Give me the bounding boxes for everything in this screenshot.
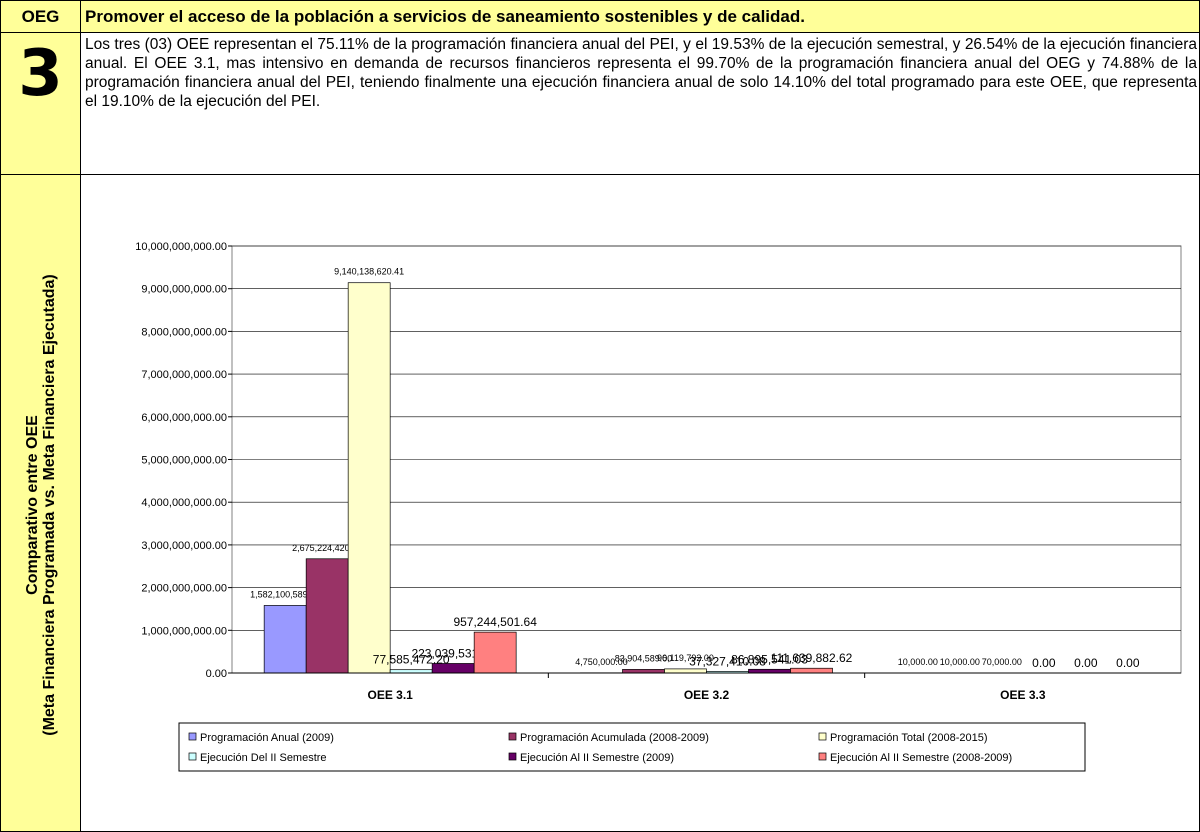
section-text: Los tres (03) OEE representan el 75.11% … bbox=[80, 32, 1200, 175]
chart-label-cell: Comparativo entre OEE (Meta Financiera P… bbox=[0, 174, 81, 832]
y-tick-label: 6,000,000,000.00 bbox=[141, 412, 227, 424]
y-tick-label: 0.00 bbox=[206, 668, 227, 680]
legend-label: Ejecución Al II Semestre (2009) bbox=[520, 752, 674, 764]
chart-cell: 0.00 1,000,000,000.00 2,000,000,000.00 3,00… bbox=[80, 174, 1200, 832]
legend-label: Programación Acumulada (2008-2009) bbox=[520, 732, 709, 744]
data-label: 9,140,138,620.41 bbox=[334, 267, 404, 277]
data-label: 0.00 bbox=[1074, 656, 1098, 670]
oeg-title: Promover el acceso de la población a ser… bbox=[80, 0, 1200, 33]
y-tick-label: 9,000,000,000.00 bbox=[141, 284, 227, 296]
bar bbox=[263, 605, 307, 674]
data-label: 83,904,589.00 bbox=[615, 653, 673, 663]
data-label: 957,244,501.64 bbox=[453, 615, 537, 629]
legend-label: Ejecución Al II Semestre (2008-2009) bbox=[830, 752, 1012, 764]
data-label: 10,000.00 bbox=[940, 657, 980, 667]
bar bbox=[347, 282, 391, 674]
legend-label: Ejecución Del II Semestre bbox=[200, 752, 327, 764]
legend-box bbox=[178, 722, 1086, 772]
data-label: 86,895,541.03 bbox=[731, 652, 808, 666]
legend-swatch bbox=[188, 752, 197, 761]
bar bbox=[473, 631, 517, 674]
data-label: 0.00 bbox=[1032, 656, 1056, 670]
data-label: 2,675,224,420.98 bbox=[292, 543, 362, 553]
chart: 0.00 1,000,000,000.00 2,000,000,000.00 3,00… bbox=[135, 241, 1182, 772]
oeg-label: OEG bbox=[0, 0, 81, 33]
bar bbox=[664, 668, 707, 674]
y-tick-label: 10,000,000,000.00 bbox=[135, 241, 227, 253]
data-label: 77,585,472.20 bbox=[373, 653, 450, 667]
y-tick-label: 5,000,000,000.00 bbox=[141, 455, 227, 467]
section-number: 3 bbox=[0, 32, 81, 175]
legend-label: Programación Anual (2009) bbox=[200, 732, 334, 744]
y-tick-label: 4,000,000,000.00 bbox=[141, 497, 227, 509]
y-tick-label: 8,000,000,000.00 bbox=[141, 326, 227, 338]
legend-swatch bbox=[818, 732, 827, 741]
y-tick-label: 3,000,000,000.00 bbox=[141, 540, 227, 552]
bar bbox=[790, 667, 833, 674]
y-tick-label: 1,000,000,000.00 bbox=[141, 625, 227, 637]
y-tick-label: 7,000,000,000.00 bbox=[141, 369, 227, 381]
x-tick-label: OEE 3.2 bbox=[684, 688, 730, 702]
bar bbox=[305, 558, 349, 674]
bar bbox=[748, 668, 791, 674]
legend-label: Programación Total (2008-2015) bbox=[830, 732, 988, 744]
legend-swatch bbox=[508, 732, 517, 741]
legend-swatch bbox=[188, 732, 197, 741]
legend-swatch bbox=[508, 752, 517, 761]
legend-swatch bbox=[818, 752, 827, 761]
data-label: 1,582,100,589.26 bbox=[250, 589, 320, 599]
bar bbox=[431, 663, 475, 674]
chart-label: Comparativo entre OEE (Meta Financiera P… bbox=[24, 205, 58, 805]
data-label: 10,000.00 bbox=[898, 657, 938, 667]
data-label: 111,639,882.62 bbox=[771, 651, 853, 665]
data-label: 70,000.00 bbox=[982, 657, 1022, 667]
chart-label-line: Comparativo entre OEE bbox=[24, 415, 41, 595]
x-tick-label: OEE 3.1 bbox=[367, 688, 413, 702]
data-label: 0.00 bbox=[1116, 656, 1140, 670]
chart-label-line: (Meta Financiera Programada vs. Meta Fin… bbox=[41, 274, 58, 736]
data-label: 37,327,410.08 bbox=[689, 654, 766, 668]
data-label: 4,750,000.00 bbox=[575, 657, 628, 667]
data-label: 96,119,792.00 bbox=[657, 653, 714, 663]
y-tick-label: 2,000,000,000.00 bbox=[141, 583, 227, 595]
x-tick-label: OEE 3.3 bbox=[1000, 688, 1046, 702]
bar bbox=[622, 669, 665, 674]
